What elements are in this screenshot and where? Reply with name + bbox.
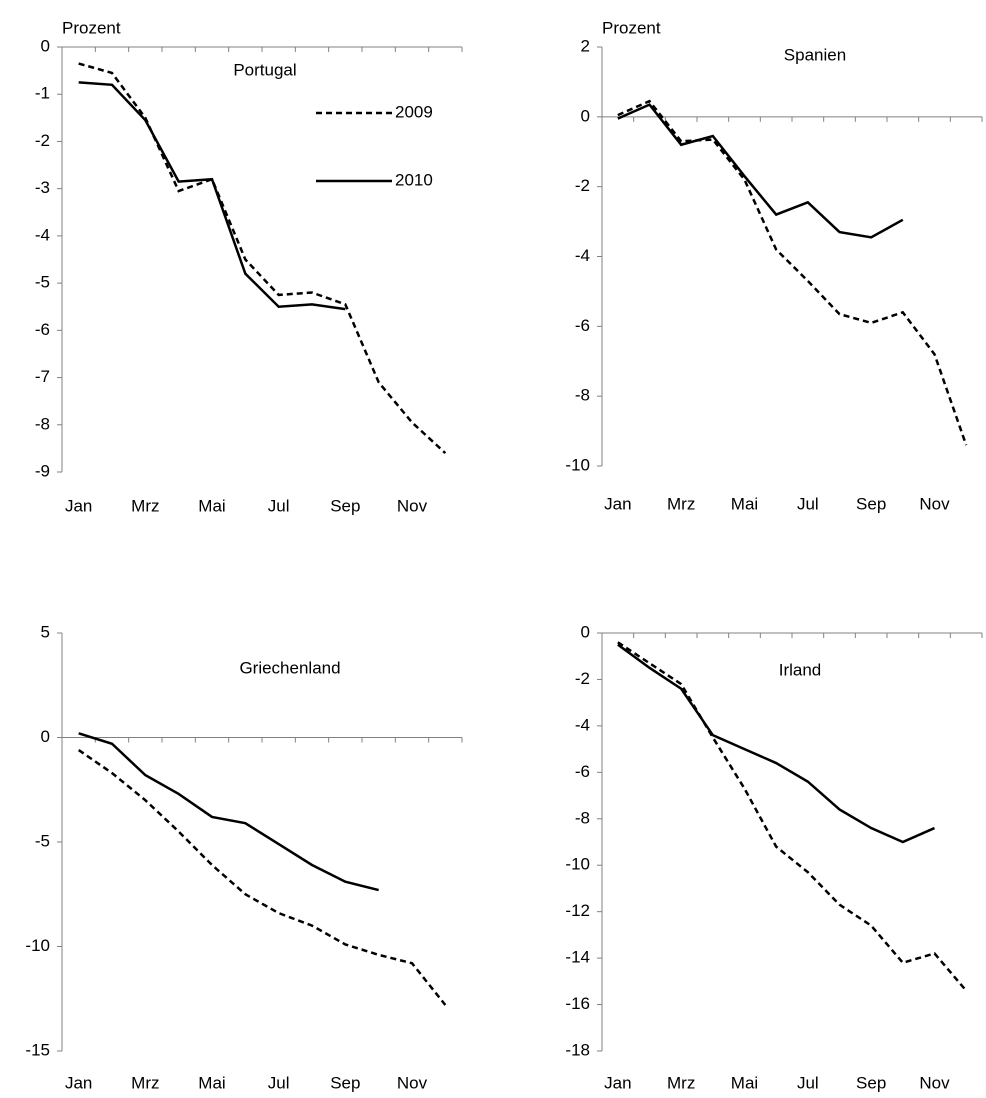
y-tick-label: -7: [35, 367, 50, 386]
y-tick-label: -8: [575, 808, 590, 827]
series-line: [617, 99, 968, 446]
y-tick-label: -2: [575, 176, 590, 195]
chart-title: Spanien: [784, 45, 846, 64]
y-tick-label: -4: [575, 246, 590, 265]
y-tick-label: -6: [35, 320, 50, 339]
y-tick-label: -10: [25, 936, 50, 955]
chart-title: Irland: [779, 660, 822, 679]
x-tick-label: Sep: [856, 494, 886, 513]
y-tick-label: -18: [565, 1040, 590, 1059]
x-tick-label: Jul: [797, 1073, 819, 1092]
x-tick-label: Nov: [919, 494, 950, 513]
series-line: [78, 81, 346, 311]
chart-title: Portugal: [233, 60, 296, 79]
series-line: [78, 62, 447, 455]
x-tick-label: Jan: [604, 494, 631, 513]
y-tick-label: 0: [581, 622, 590, 641]
y-tick-label: -2: [35, 131, 50, 150]
y-tick-label: -6: [575, 316, 590, 335]
y-tick-label: -14: [565, 948, 590, 967]
series-line: [617, 641, 968, 992]
y-tick-label: -8: [575, 386, 590, 405]
x-tick-label: Nov: [397, 496, 428, 515]
y-tick-label: -10: [565, 455, 590, 474]
y-tick-label: -12: [565, 901, 590, 920]
y-tick-label: -2: [575, 669, 590, 688]
y-tick-label: 2: [581, 36, 590, 55]
x-tick-label: Mai: [731, 494, 758, 513]
x-tick-label: Nov: [919, 1073, 950, 1092]
x-tick-label: Jan: [65, 496, 92, 515]
legend-label: 2010: [395, 170, 433, 189]
x-tick-label: Jan: [65, 1073, 92, 1092]
x-tick-label: Jul: [797, 494, 819, 513]
x-tick-label: Mrz: [667, 1073, 695, 1092]
chart-title: Griechenland: [239, 658, 340, 677]
y-tick-label: -5: [35, 831, 50, 850]
x-tick-label: Mrz: [131, 496, 159, 515]
y-tick-label: -9: [35, 461, 50, 480]
y-tick-label: 5: [41, 622, 50, 641]
y-tick-label: -15: [25, 1040, 50, 1059]
y-tick-label: -3: [35, 178, 50, 197]
x-tick-label: Sep: [330, 496, 360, 515]
y-tick-label: -6: [575, 762, 590, 781]
x-tick-label: Sep: [856, 1073, 886, 1092]
y-tick-label: 0: [41, 36, 50, 55]
y-axis-label: Prozent: [62, 18, 121, 37]
x-tick-label: Nov: [397, 1073, 428, 1092]
x-tick-label: Mai: [198, 496, 225, 515]
x-tick-label: Jul: [268, 496, 290, 515]
series-line: [617, 103, 904, 239]
series-line: [617, 643, 936, 844]
y-axis-label: Prozent: [602, 18, 661, 37]
x-tick-label: Mai: [731, 1073, 758, 1092]
y-tick-label: 0: [41, 727, 50, 746]
x-tick-label: Jan: [604, 1073, 631, 1092]
y-tick-label: -16: [565, 994, 590, 1013]
x-tick-label: Mai: [198, 1073, 225, 1092]
legend-label: 2009: [395, 102, 433, 121]
y-tick-label: -10: [565, 855, 590, 874]
x-tick-label: Jul: [268, 1073, 290, 1092]
x-tick-label: Mrz: [131, 1073, 159, 1092]
x-tick-label: Sep: [330, 1073, 360, 1092]
series-line: [77, 749, 447, 1006]
y-tick-label: -4: [575, 715, 590, 734]
y-tick-label: -8: [35, 414, 50, 433]
series-line: [78, 732, 379, 892]
x-tick-label: Mrz: [667, 494, 695, 513]
y-tick-label: -5: [35, 273, 50, 292]
y-tick-label: -1: [35, 84, 50, 103]
y-tick-label: 0: [581, 106, 590, 125]
y-tick-label: -4: [35, 225, 50, 244]
